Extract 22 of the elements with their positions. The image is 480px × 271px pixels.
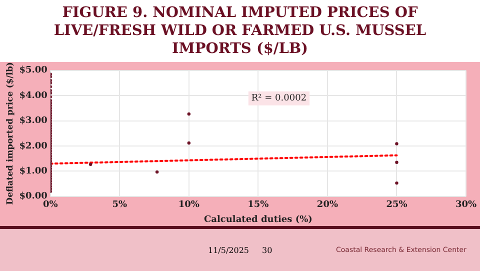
x-tick-label: 0% xyxy=(42,200,58,210)
annotation: R² = 0.0002 xyxy=(251,94,307,104)
y-tick-label: $5.00 xyxy=(19,66,48,76)
y-tick-label: $1.00 xyxy=(19,166,48,177)
y-tick-label: $0.00 xyxy=(19,192,48,202)
text: 30 xyxy=(262,246,272,254)
y-tick-label: $3.00 xyxy=(19,116,48,126)
point xyxy=(395,160,398,164)
x-tick-label: 10% xyxy=(178,200,200,210)
y-axis-title: Deflated imported price ($/lb) xyxy=(5,62,16,205)
x-tick-label: 30% xyxy=(455,200,477,210)
point xyxy=(395,142,398,146)
x-tick-label: 5% xyxy=(112,200,128,210)
y-tick-label: $2.00 xyxy=(19,141,48,152)
x-axis-title: Calculated duties (%) xyxy=(204,214,312,225)
point xyxy=(395,181,398,185)
chart-title: FIGURE 9. NOMINAL IMPUTED PRICES OF LIVE/FRESH WILD OR FARMED U.S. MUSSEL IMPORTS ($/LB) xyxy=(52,3,428,59)
text: 11/5/2025 xyxy=(208,246,250,254)
x-tick-label: 20% xyxy=(316,200,338,210)
x-tick-label: 25% xyxy=(386,200,408,210)
y-tick-label: $4.00 xyxy=(19,90,48,101)
x-tick-label: 15% xyxy=(248,200,270,210)
